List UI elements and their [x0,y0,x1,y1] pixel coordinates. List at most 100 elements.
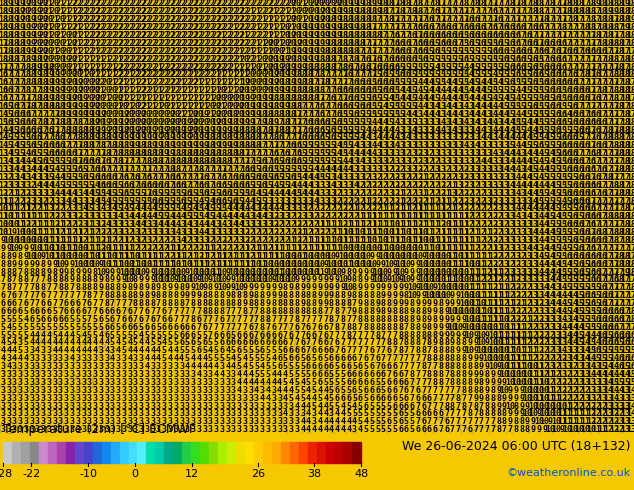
Text: 7: 7 [294,339,299,347]
Text: 20: 20 [113,94,123,103]
Text: 9: 9 [87,268,92,276]
Text: 12: 12 [465,220,475,229]
Text: 17: 17 [603,118,613,127]
Text: 3: 3 [1,401,5,411]
Text: 3: 3 [52,417,57,426]
Text: 13: 13 [465,196,475,206]
Text: 3: 3 [260,417,265,426]
Text: 20: 20 [292,23,302,32]
Text: 15: 15 [217,204,227,214]
Text: 19: 19 [327,31,337,40]
Text: 16: 16 [574,165,585,174]
Text: 7: 7 [156,315,161,324]
Text: 19: 19 [131,133,141,143]
Text: 14: 14 [442,86,451,95]
Text: 7: 7 [415,354,420,363]
Text: 17: 17 [620,275,630,284]
Text: 3: 3 [98,370,103,379]
Text: 18: 18 [252,133,261,143]
Text: 22: 22 [194,7,204,16]
Text: 9: 9 [340,268,346,276]
Text: 14: 14 [493,78,503,87]
Text: 17: 17 [436,0,446,8]
Text: 14: 14 [470,141,481,150]
Text: 12: 12 [540,339,550,347]
Text: 16: 16 [574,189,585,197]
Text: 5: 5 [381,386,385,395]
Text: 7: 7 [358,346,363,355]
Text: 17: 17 [517,31,527,40]
Text: 21: 21 [246,63,256,72]
Text: 14: 14 [505,118,515,127]
Text: 12: 12 [223,236,233,245]
Text: 14: 14 [32,181,42,190]
Text: 4: 4 [219,370,224,379]
Text: 18: 18 [580,7,590,16]
Text: 19: 19 [4,0,14,8]
Text: 16: 16 [614,331,624,340]
Text: 13: 13 [297,196,307,206]
Text: 21: 21 [90,71,100,79]
Text: 10: 10 [188,275,198,284]
Text: 15: 15 [500,71,509,79]
Text: ©weatheronline.co.uk: ©weatheronline.co.uk [507,468,631,478]
Text: 13: 13 [517,244,527,253]
Text: 9: 9 [427,307,432,316]
Text: 3: 3 [312,410,316,418]
Text: 22: 22 [107,47,117,56]
Text: 3: 3 [93,370,98,379]
Text: 20: 20 [148,118,158,127]
Text: 3: 3 [127,417,132,426]
Text: 6: 6 [271,331,276,340]
Text: 22: 22 [142,15,152,24]
Text: 17: 17 [614,204,624,214]
Text: 13: 13 [476,165,486,174]
Text: 18: 18 [142,157,152,166]
Text: 8: 8 [462,401,467,411]
Text: 13: 13 [465,118,475,127]
Text: 15: 15 [252,196,261,206]
Text: 12: 12 [545,331,555,340]
Text: 12: 12 [183,236,192,245]
Text: 15: 15 [366,110,377,119]
Text: 4: 4 [139,331,144,340]
Text: 18: 18 [280,110,290,119]
Text: 4: 4 [46,331,51,340]
Bar [101,442,111,463]
Text: 3: 3 [231,425,236,434]
Text: 11: 11 [292,244,302,253]
Text: 18: 18 [534,0,544,8]
Text: 15: 15 [609,346,619,355]
Text: 17: 17 [292,118,302,127]
Text: 7: 7 [93,307,98,316]
Text: 14: 14 [586,354,596,363]
Text: 5: 5 [6,331,11,340]
Text: 17: 17 [614,31,624,40]
Text: 16: 16 [286,141,296,150]
Text: 17: 17 [574,15,585,24]
Text: 13: 13 [482,189,492,197]
Text: 21: 21 [148,102,158,111]
Text: 11: 11 [49,236,60,245]
Text: 11: 11 [401,204,411,214]
Text: 3: 3 [162,393,167,403]
Text: 3: 3 [162,425,167,434]
Text: 15: 15 [551,236,561,245]
Text: 15: 15 [476,71,486,79]
Text: 10: 10 [338,244,348,253]
Text: 15: 15 [113,196,123,206]
Text: 17: 17 [21,94,31,103]
Text: 11: 11 [142,252,152,261]
Text: 3: 3 [70,378,75,387]
Text: 18: 18 [626,196,634,206]
Text: 11: 11 [49,244,60,253]
Text: 11: 11 [378,212,388,221]
Text: 21: 21 [252,47,261,56]
Text: 15: 15 [569,283,578,293]
Text: 6: 6 [41,299,46,308]
Text: 10: 10 [344,228,354,237]
Bar [21,442,30,463]
Text: 3: 3 [127,386,132,395]
Text: 13: 13 [338,189,348,197]
Text: 8: 8 [236,291,242,300]
